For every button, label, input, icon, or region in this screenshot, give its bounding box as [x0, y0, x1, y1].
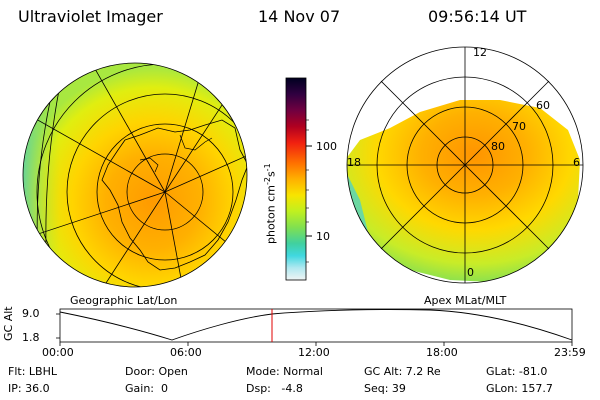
- altitude-timeline: [56, 308, 573, 346]
- status-dsp: Dsp: -4.8: [246, 382, 303, 395]
- status-ip: IP: 36.0: [8, 382, 50, 395]
- status-glon: GLon: 157.7: [486, 382, 553, 395]
- timeline-ytick-high: 9.0: [22, 307, 40, 320]
- colorbar-tick-10: 10: [316, 230, 330, 243]
- date-label: 14 Nov 07: [258, 7, 341, 26]
- timeline-ytick-low: 1.8: [22, 331, 40, 344]
- status-gc-alt: GC Alt: 7.2 Re: [364, 365, 441, 378]
- status-mode: Mode: Normal: [246, 365, 323, 378]
- mlat-label-60: 60: [536, 99, 550, 112]
- colorbar-unit-label: photon cm-2s-1: [263, 163, 278, 244]
- timeline-axis-label: GC Alt: [2, 306, 15, 341]
- timeline-xtick: 00:00: [42, 346, 74, 359]
- mlt-label-left: 18: [347, 156, 361, 169]
- apex-image: [346, 46, 584, 284]
- apex-caption: Apex MLat/MLT: [424, 294, 507, 307]
- status-filter: Flt: LBHL: [8, 365, 57, 378]
- mlat-label-70: 70: [512, 120, 526, 133]
- colorbar: [285, 77, 312, 281]
- timeline-xtick: 23:59: [554, 346, 586, 359]
- colorbar-tick-100: 100: [316, 140, 337, 153]
- mlat-label-80: 80: [491, 140, 505, 153]
- coastline: [101, 119, 247, 271]
- geographic-caption: Geographic Lat/Lon: [70, 294, 178, 307]
- status-glat: GLat: -81.0: [486, 365, 548, 378]
- instrument-title: Ultraviolet Imager: [18, 7, 163, 26]
- time-label: 09:56:14 UT: [428, 7, 527, 26]
- timeline-xtick: 12:00: [298, 346, 330, 359]
- mlt-label-top: 12: [473, 46, 487, 59]
- timeline-xtick: 18:00: [426, 346, 458, 359]
- status-seq: Seq: 39: [364, 382, 406, 395]
- timeline-xtick: 06:00: [170, 346, 202, 359]
- mlt-label-right: 6: [573, 156, 580, 169]
- status-door: Door: Open: [125, 365, 188, 378]
- status-gain: Gain: 0: [125, 382, 168, 395]
- mlt-label-bottom: 0: [467, 266, 474, 279]
